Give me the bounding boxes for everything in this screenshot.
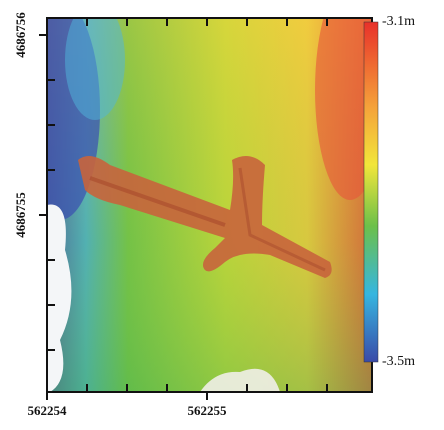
x-tick-label: 562255 [188,403,228,418]
colorbar-max-label: -3.1m [382,14,415,29]
colorbar-min-label: -3.5m [382,354,415,369]
bathymetry-image [47,18,372,392]
y-tick-label: 4686755 [13,192,28,238]
y-tick-label: 4686756 [13,12,28,58]
x-tick-label: 562254 [28,403,68,418]
colorbar [363,21,379,363]
